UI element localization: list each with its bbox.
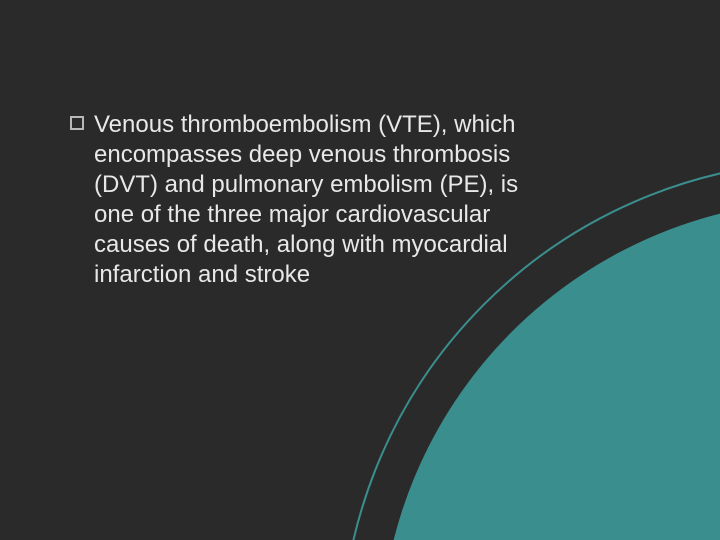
square-bullet-icon [70, 116, 84, 130]
slide: Venous thromboembolism (VTE), which enco… [0, 0, 720, 540]
bullet-text: Venous thromboembolism (VTE), which enco… [94, 110, 550, 290]
bullet-item: Venous thromboembolism (VTE), which enco… [70, 110, 550, 290]
slide-body: Venous thromboembolism (VTE), which enco… [70, 110, 550, 290]
